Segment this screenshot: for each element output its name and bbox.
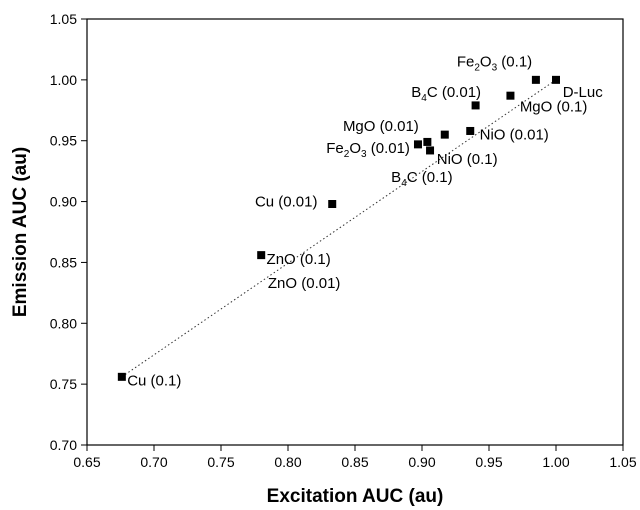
- trend-line: [121, 79, 557, 378]
- point-label: NiO (0.01): [480, 127, 549, 144]
- point-label: MgO (0.01): [343, 118, 419, 135]
- point-label: ZnO (0.01): [268, 275, 341, 292]
- x-tick-label: 0.90: [408, 454, 435, 470]
- x-tick-label: 0.95: [475, 454, 502, 470]
- x-tick-label: 0.80: [274, 454, 301, 470]
- data-point: [471, 101, 480, 110]
- y-tick-label: 0.80: [50, 315, 77, 331]
- data-point: [413, 140, 422, 149]
- y-tick-label: 1.05: [50, 11, 77, 27]
- data-point: [466, 126, 475, 135]
- point-label: MgO (0.1): [520, 99, 588, 116]
- data-point: [440, 130, 449, 139]
- x-tick-label: 1.00: [542, 454, 569, 470]
- point-label: NiO (0.1): [437, 151, 498, 168]
- x-tick-label: 0.70: [140, 454, 167, 470]
- x-axis-title: Excitation AUC (au): [267, 486, 444, 507]
- point-label: Fe2O3 (0.1): [457, 54, 532, 74]
- data-point: [531, 75, 540, 84]
- x-axis: 0.65 0.70 0.75 0.80 0.85 0.90 0.95 1.00 1.05: [73, 445, 637, 470]
- x-tick-label: 0.65: [73, 454, 100, 470]
- y-tick-label: 0.85: [50, 254, 77, 270]
- point-label: ZnO (0.1): [267, 251, 331, 268]
- x-tick-label: 1.05: [609, 454, 636, 470]
- data-point: [423, 137, 432, 146]
- data-point: [117, 372, 126, 381]
- point-label: D-Luc: [563, 84, 604, 101]
- trend-line-group: [121, 79, 557, 378]
- point-label: Cu (0.01): [255, 194, 318, 211]
- point-label: Cu (0.1): [127, 372, 181, 389]
- y-tick-label: 0.70: [50, 437, 77, 453]
- point-label: B4C (0.1): [391, 169, 452, 189]
- y-axis-title: Emission AUC (au): [10, 147, 31, 317]
- data-point: [552, 75, 560, 84]
- y-tick-label: 0.75: [50, 376, 77, 392]
- y-tick-label: 0.90: [50, 194, 77, 210]
- data-point: [506, 91, 515, 100]
- x-tick-label: 0.75: [207, 454, 234, 470]
- data-point: [328, 200, 337, 209]
- point-label: Fe2O3 (0.01): [326, 140, 410, 160]
- x-tick-label: 0.85: [341, 454, 368, 470]
- y-tick-label: 0.95: [50, 133, 77, 149]
- y-tick-label: 1.00: [50, 72, 77, 88]
- data-point: [426, 146, 435, 155]
- data-points: [117, 75, 560, 381]
- point-label: B4C (0.01): [411, 84, 481, 104]
- y-axis: 0.70 0.75 0.80 0.85 0.90 0.95 1.00 1.05: [50, 11, 87, 453]
- data-point: [257, 251, 266, 260]
- point-labels: Cu (0.1) ZnO (0.1) ZnO (0.01) Cu (0.01) Fe2O…: [127, 54, 603, 390]
